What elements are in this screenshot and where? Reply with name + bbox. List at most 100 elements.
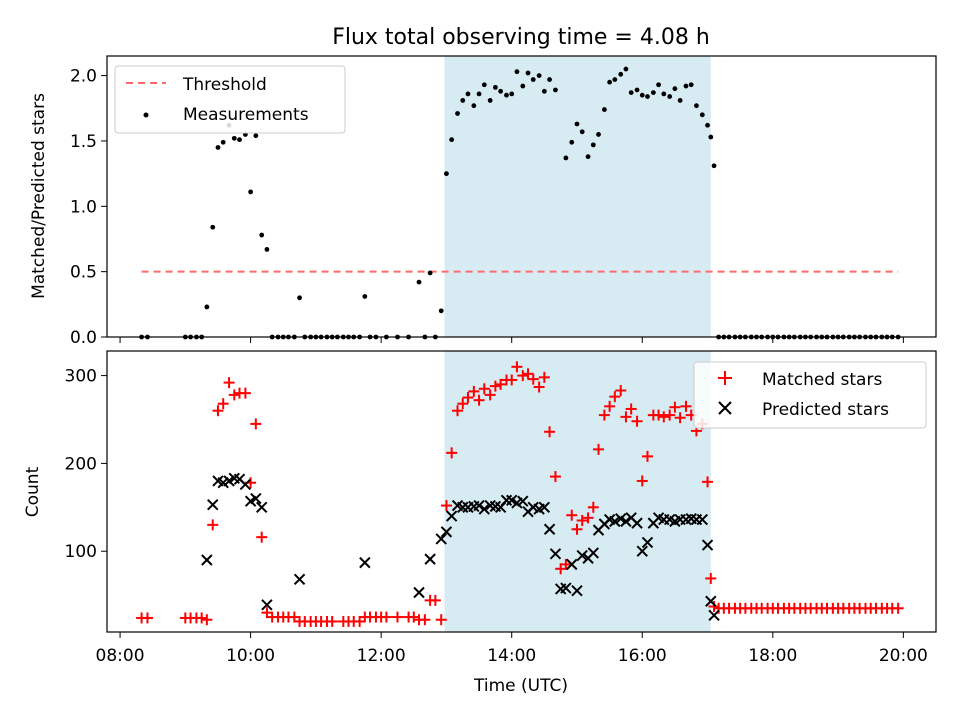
matched-star-point [478, 383, 490, 395]
top-y-tick-label: 0.0 [70, 328, 97, 348]
matched-star-point [457, 398, 469, 410]
measurement-point [297, 295, 302, 301]
measurement-point [547, 77, 552, 82]
predicted-star-point [440, 526, 453, 538]
matched-star-point [604, 400, 616, 412]
predicted-star-point [500, 494, 513, 506]
predicted-star-point [609, 515, 621, 528]
measurement-point [509, 91, 515, 97]
measurement-point [220, 139, 226, 145]
predicted-legend-label: Predicted stars [762, 400, 889, 420]
count-panel: 100 200 300 08:00 10:00 12:00 14:00 16:00 18:00 2… [23, 350, 937, 696]
matched-star-point [576, 514, 588, 526]
matched-star-point [680, 400, 692, 412]
matched-star-point [571, 523, 583, 535]
bottom-y-label: Count [23, 466, 43, 517]
matched-star-point [196, 612, 208, 624]
bottom-y-tick-label: 200 [65, 454, 97, 474]
predicted-star-point [250, 492, 262, 505]
matched-star-point [705, 572, 717, 584]
matched-star-point [538, 371, 550, 383]
matched-star-point [452, 405, 464, 417]
matched-star-point [631, 415, 643, 427]
predicted-star-point [543, 523, 556, 535]
predicted-star-point [701, 539, 714, 551]
matched-star-point [636, 475, 648, 487]
matched-star-point [702, 476, 714, 488]
x-tick-label: 10:00 [226, 646, 275, 666]
matched-star-point [517, 370, 529, 382]
predicted-star-point [620, 515, 632, 528]
measurement-point [253, 133, 259, 139]
measurement-point [362, 294, 368, 299]
measurement-point [612, 77, 618, 82]
measurement-point [618, 71, 624, 77]
predicted-star-point [517, 495, 529, 507]
matched-star-point [408, 611, 420, 623]
matched-star-point [223, 377, 235, 389]
measurement-point [465, 91, 471, 97]
measurement-point [449, 137, 455, 143]
measurement-point [231, 135, 237, 141]
count-axis: 100 200 300 08:00 10:00 12:00 14:00 16:00 18:00 2… [65, 367, 928, 666]
ratio-panel: 0.00.51.01.52.0 Matched/Predicted stars … [29, 55, 937, 348]
matched-star-point [658, 411, 670, 423]
predicted-star-point [435, 533, 447, 545]
ratio-axis: 0.0 0.5 1.0 1.5 2.0 [70, 67, 904, 348]
measurement-point [645, 94, 650, 99]
measurement-point [650, 90, 656, 95]
matched-star-point [239, 387, 251, 399]
matched-star-point [533, 381, 545, 393]
predicted-star-point [473, 499, 485, 512]
measurement-point [607, 79, 613, 85]
predicted-star-point [207, 498, 219, 511]
bottom-y-tick-label: 100 [65, 542, 97, 562]
predicted-star-point [708, 609, 720, 622]
measurement-point [563, 155, 569, 161]
measurement-point [699, 112, 705, 118]
predicted-star-point [549, 548, 562, 560]
matched-star-point [615, 385, 627, 397]
measurement-point [514, 69, 520, 75]
matched-star-point [587, 501, 599, 513]
measurement-point [530, 77, 536, 82]
measurement-point [569, 139, 575, 145]
measurement-point [210, 224, 216, 230]
matched-star-point [511, 361, 523, 373]
matched-star-point [625, 403, 637, 415]
predicted-star-point [571, 585, 583, 597]
predicted-star-point [359, 556, 371, 569]
measurement-point [444, 171, 449, 177]
measurements-legend-swatch [143, 112, 149, 118]
top-y-tick-label: 2.0 [70, 67, 97, 87]
matched-star-point [641, 450, 653, 462]
measurement-point [553, 87, 558, 93]
measurement-point [427, 270, 433, 276]
measurement-point [596, 132, 601, 137]
matched-star-point [391, 611, 403, 623]
bottom-legend-box [693, 361, 927, 429]
matched-star-point [380, 611, 392, 623]
measurement-point [688, 82, 694, 88]
measurement-point [525, 70, 531, 76]
predicted-legend-swatch [718, 401, 732, 415]
measurement-point [520, 83, 526, 89]
chart-title: Flux total observing time = 4.08 h [332, 25, 710, 50]
count-axes-frame [106, 350, 937, 633]
predicted-star-point [631, 517, 643, 529]
measurement-point [683, 83, 689, 89]
measurement-point [628, 90, 634, 95]
matched-star-point [593, 443, 605, 455]
matched-star-point [527, 373, 539, 385]
measurement-point [634, 87, 640, 93]
matched-star-point [468, 385, 480, 397]
measurement-point [416, 279, 422, 285]
measurement-point [694, 103, 699, 109]
matched-star-point [446, 447, 458, 459]
measurement-point [590, 142, 596, 148]
top-y-tick-label: 1.5 [70, 132, 97, 152]
measurement-point [471, 103, 477, 109]
measurement-point [264, 247, 270, 252]
matched-legend-label: Matched stars [762, 370, 882, 390]
